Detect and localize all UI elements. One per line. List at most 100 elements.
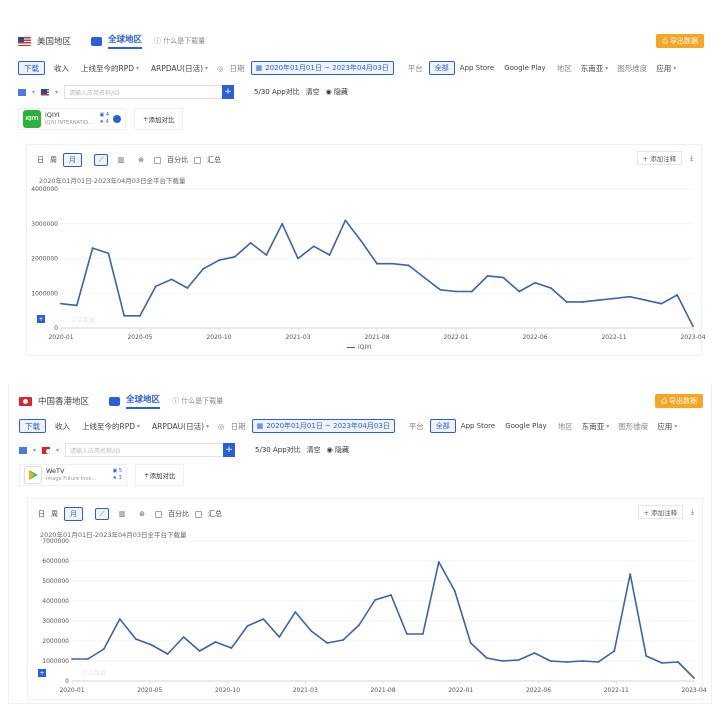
chart-toolbar: 日 周 月 ⟋ ▥ ⊛ 百分比 汇总: [37, 153, 221, 167]
percent-checkbox[interactable]: [154, 156, 161, 164]
percent-label: 百分比: [168, 510, 189, 518]
compare-icon[interactable]: ⊛: [138, 156, 144, 164]
export-button[interactable]: ⎙ 导出数据: [655, 394, 703, 408]
add-compare-button[interactable]: + 添加对比: [135, 464, 185, 486]
app-meta-a: ▣ 5: [112, 468, 122, 474]
download-icon[interactable]: ⤓: [690, 153, 693, 162]
arpdau-label: ARPDAU(日活): [152, 421, 205, 431]
data-point: [214, 641, 217, 643]
calendar-icon: ▦: [256, 422, 264, 430]
dimension-select[interactable]: 应用 ▾: [654, 419, 680, 433]
app-card[interactable]: iQIYI iQIYI iQIYI INTERNATIO... ▣ 4 ★ 4: [18, 108, 126, 130]
add-annotation-button[interactable]: + 添加注释: [636, 151, 683, 165]
platform-all[interactable]: 全部: [429, 419, 456, 433]
clear-button[interactable]: 清空: [306, 446, 321, 454]
globe-icon: [109, 396, 121, 406]
chevron-down-icon: ▾: [137, 422, 141, 430]
app-info: iQIYI iQIYI INTERNATIO...: [45, 111, 95, 127]
rpd-select[interactable]: 上线至今的RPD ▾: [78, 61, 142, 75]
x-tick-label: 2021-03: [293, 687, 318, 694]
y-tick-label: 3000000: [42, 618, 69, 625]
percent-checkbox[interactable]: [155, 510, 162, 518]
data-point: [581, 660, 584, 662]
revenue-tab[interactable]: 收入: [54, 63, 69, 73]
summary-checkbox[interactable]: [194, 156, 201, 164]
add-annotation-button[interactable]: + 添加注释: [637, 505, 684, 519]
granularity-month[interactable]: 月: [63, 153, 82, 167]
granularity-week[interactable]: 周: [51, 510, 58, 518]
download-tab[interactable]: 下载: [19, 419, 46, 433]
chart-legend[interactable]: iQIYI: [347, 344, 372, 351]
expand-icon[interactable]: +: [38, 669, 46, 677]
app-meta-b: ★ 3: [112, 475, 122, 481]
line-chart-icon[interactable]: ⟋: [94, 154, 108, 166]
app-name: WeTV: [46, 467, 65, 475]
data-point: [249, 241, 252, 244]
store-filter-icon[interactable]: [19, 446, 27, 454]
clear-button[interactable]: 清空: [305, 88, 320, 96]
search-submit-button[interactable]: +: [223, 443, 236, 457]
granularity-day[interactable]: 日: [38, 510, 45, 518]
compare-icon[interactable]: ⊛: [139, 510, 145, 518]
arpdau-select[interactable]: ARPDAU(日活) ▾: [149, 419, 212, 433]
data-point: [182, 636, 185, 638]
download-icon[interactable]: ⤓: [691, 507, 694, 516]
tab-global[interactable]: 全球地区: [108, 33, 143, 49]
tab-global[interactable]: 全球地区: [126, 393, 161, 409]
app-search-input[interactable]: 请输入应用名称/ID +: [65, 443, 236, 457]
summary-checkbox[interactable]: [195, 510, 202, 518]
hide-button[interactable]: ◉ 隐藏: [326, 446, 349, 454]
summary-label: 汇总: [208, 510, 222, 518]
tab-region[interactable]: 美国地区: [37, 37, 72, 47]
what-is-downloads-link[interactable]: ⓘ 什么是下载量: [154, 37, 206, 45]
app-card[interactable]: WeTV Image Future Inve... ▣ 5 ★ 3: [19, 464, 127, 486]
y-tick-label: 2000000: [42, 638, 69, 645]
data-point: [676, 294, 679, 296]
data-point: [233, 255, 236, 258]
country-filter-icon[interactable]: [42, 446, 52, 454]
add-compare-button[interactable]: + 添加对比: [134, 108, 184, 130]
platform-app-store[interactable]: App Store: [460, 422, 496, 430]
date-range-picker[interactable]: ▦ 2020年01月01日 ~ 2023年04月03日: [250, 61, 394, 75]
tab-region[interactable]: 中国香港地区: [38, 397, 90, 407]
platform-all[interactable]: 全部: [428, 61, 455, 75]
data-point: [501, 660, 504, 662]
search-row: ▾ ▾ 请输入应用名称/ID + 5/30 App对比 清空 ◉ 隐藏: [19, 442, 349, 458]
what-is-downloads-link[interactable]: ⓘ 什么是下载量: [172, 397, 224, 405]
export-label: 导出数据: [669, 397, 697, 405]
platform-app-store[interactable]: App Store: [459, 64, 495, 72]
meta-b-value: 4: [105, 119, 109, 125]
revenue-tab[interactable]: 收入: [55, 421, 70, 431]
y-tick-label: 4000000: [31, 186, 58, 193]
country-filter-icon[interactable]: [41, 88, 50, 96]
selected-check-icon[interactable]: [113, 115, 121, 123]
granularity-month[interactable]: 月: [64, 507, 83, 521]
arpdau-select[interactable]: ARPDAU(日活) ▾: [148, 61, 211, 75]
line-chart-icon[interactable]: ⟋: [95, 508, 109, 520]
granularity-week[interactable]: 周: [50, 156, 57, 164]
date-range-picker[interactable]: ▦ 2020年01月01日 ~ 2023年04月03日: [251, 419, 395, 433]
area-select[interactable]: 东南亚 ▾: [578, 61, 612, 75]
platform-google-play[interactable]: Google Play: [505, 422, 547, 430]
data-point: [87, 658, 89, 660]
hide-button[interactable]: ◉ 隐藏: [325, 88, 348, 96]
platform-google-play[interactable]: Google Play: [504, 64, 546, 72]
x-tick-label: 2022-06: [526, 687, 551, 694]
data-point: [328, 254, 331, 256]
data-point: [376, 262, 378, 265]
bar-chart-icon[interactable]: ▥: [117, 156, 125, 164]
download-tab[interactable]: 下载: [18, 61, 45, 75]
store-filter-icon[interactable]: [18, 88, 26, 96]
export-button[interactable]: ⎙ 导出数据: [656, 34, 704, 48]
dimension-select[interactable]: 应用 ▾: [653, 61, 679, 75]
bar-chart-icon[interactable]: ▥: [118, 510, 126, 518]
data-point: [502, 276, 505, 279]
date-range-value: 2020年01月01日 ~ 2023年04月03日: [266, 422, 390, 430]
rpd-select[interactable]: 上线至今的RPD ▾: [79, 419, 143, 433]
expand-icon[interactable]: +: [37, 315, 45, 323]
app-search-input[interactable]: 请输入应用名称/ID +: [64, 85, 235, 99]
area-select[interactable]: 东南亚 ▾: [579, 419, 613, 433]
granularity-day[interactable]: 日: [37, 156, 44, 164]
data-point: [278, 636, 281, 638]
search-submit-button[interactable]: +: [222, 85, 235, 99]
